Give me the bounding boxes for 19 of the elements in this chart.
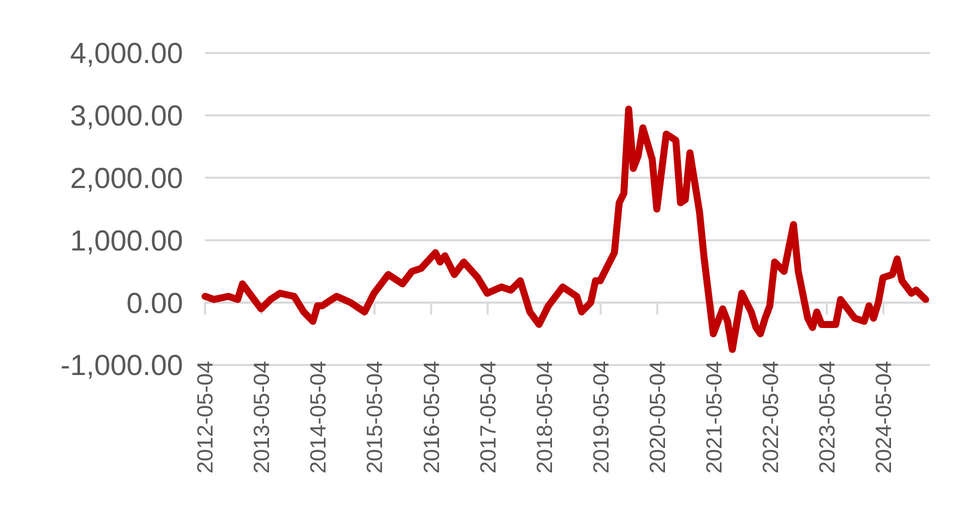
y-tick-label: -1,000.00 <box>60 350 183 382</box>
y-tick-label: 2,000.00 <box>70 162 183 195</box>
x-tick-label: 2017-05-04 <box>475 361 500 474</box>
x-tick-label: 2019-05-04 <box>588 361 614 474</box>
x-tick-label: 2021-05-04 <box>701 361 726 474</box>
x-tick-label: 2015-05-04 <box>362 361 388 474</box>
x-tick-label: 2020-05-04 <box>644 361 670 474</box>
x-tick-label: 2016-05-04 <box>418 361 444 474</box>
x-tick-label: 2024-05-04 <box>871 361 896 474</box>
y-tick-label: 0.00 <box>126 288 183 320</box>
y-tick-label: 3,000.00 <box>70 100 183 133</box>
y-tick-label: 4,000.00 <box>70 38 183 70</box>
x-tick-label: 2013-05-04 <box>249 361 274 474</box>
x-tick-label: 2014-05-04 <box>306 361 331 474</box>
y-tick-label: 1,000.00 <box>70 225 183 258</box>
x-tick-label: 2012-05-04 <box>192 361 218 474</box>
x-tick-label: 2023-05-04 <box>814 361 840 474</box>
x-tick-label: 2022-05-04 <box>758 361 783 474</box>
x-tick-label: 2018-05-04 <box>532 361 557 474</box>
